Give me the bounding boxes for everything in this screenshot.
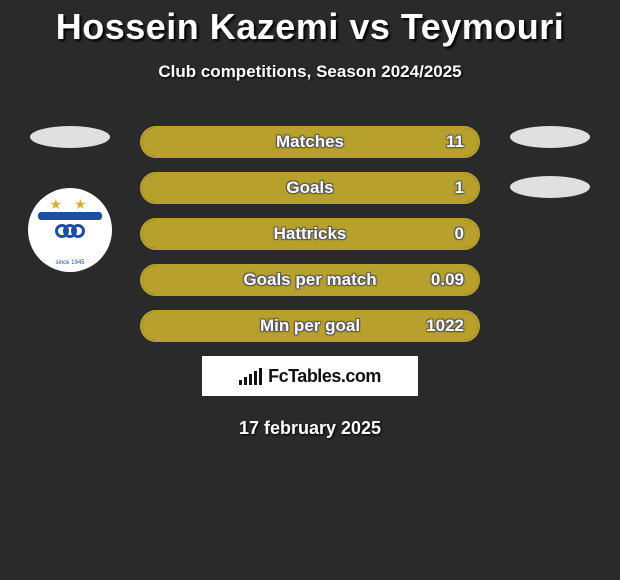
left-column: ★ ★ since 1945 [20, 126, 120, 272]
stat-row: Min per goal1022 [140, 310, 480, 342]
stat-label: Hattricks [142, 224, 478, 244]
club-badge-left: ★ ★ since 1945 [28, 188, 112, 272]
stat-row: Hattricks0 [140, 218, 480, 250]
stat-label: Matches [142, 132, 478, 152]
stats-center: Matches11 Goals1 Hattricks0 Goals per match… [140, 126, 480, 342]
brand-box: FcTables.com [202, 356, 418, 396]
club-badge-rings-icon [28, 224, 112, 243]
brand-bars-icon [239, 367, 262, 385]
stat-value: 0.09 [431, 270, 464, 290]
subtitle: Club competitions, Season 2024/2025 [0, 62, 620, 82]
stats-area: ★ ★ since 1945 Matches11Goals1Hattricks0… [0, 126, 620, 342]
club-badge-banner [38, 212, 102, 220]
date-line: 17 february 2025 [0, 418, 620, 439]
stat-row: Matches11 [140, 126, 480, 158]
player-placeholder-oval-right-2 [510, 176, 590, 198]
stat-value: 1 [455, 178, 464, 198]
club-badge-since: since 1945 [28, 260, 112, 266]
player-placeholder-oval-right-1 [510, 126, 590, 148]
page-title: Hossein Kazemi vs Teymouri [0, 0, 620, 48]
stat-row: Goals per match0.09 [140, 264, 480, 296]
brand-text: FcTables.com [268, 366, 381, 387]
stat-row: Goals1 [140, 172, 480, 204]
stat-value: 0 [455, 224, 464, 244]
player-placeholder-oval-left [30, 126, 110, 148]
stat-value: 1022 [426, 316, 464, 336]
right-column [500, 126, 600, 198]
stat-label: Goals [142, 178, 478, 198]
stat-label: Goals per match [142, 270, 478, 290]
stat-value: 11 [446, 132, 464, 152]
club-badge-stars: ★ ★ [28, 196, 112, 213]
